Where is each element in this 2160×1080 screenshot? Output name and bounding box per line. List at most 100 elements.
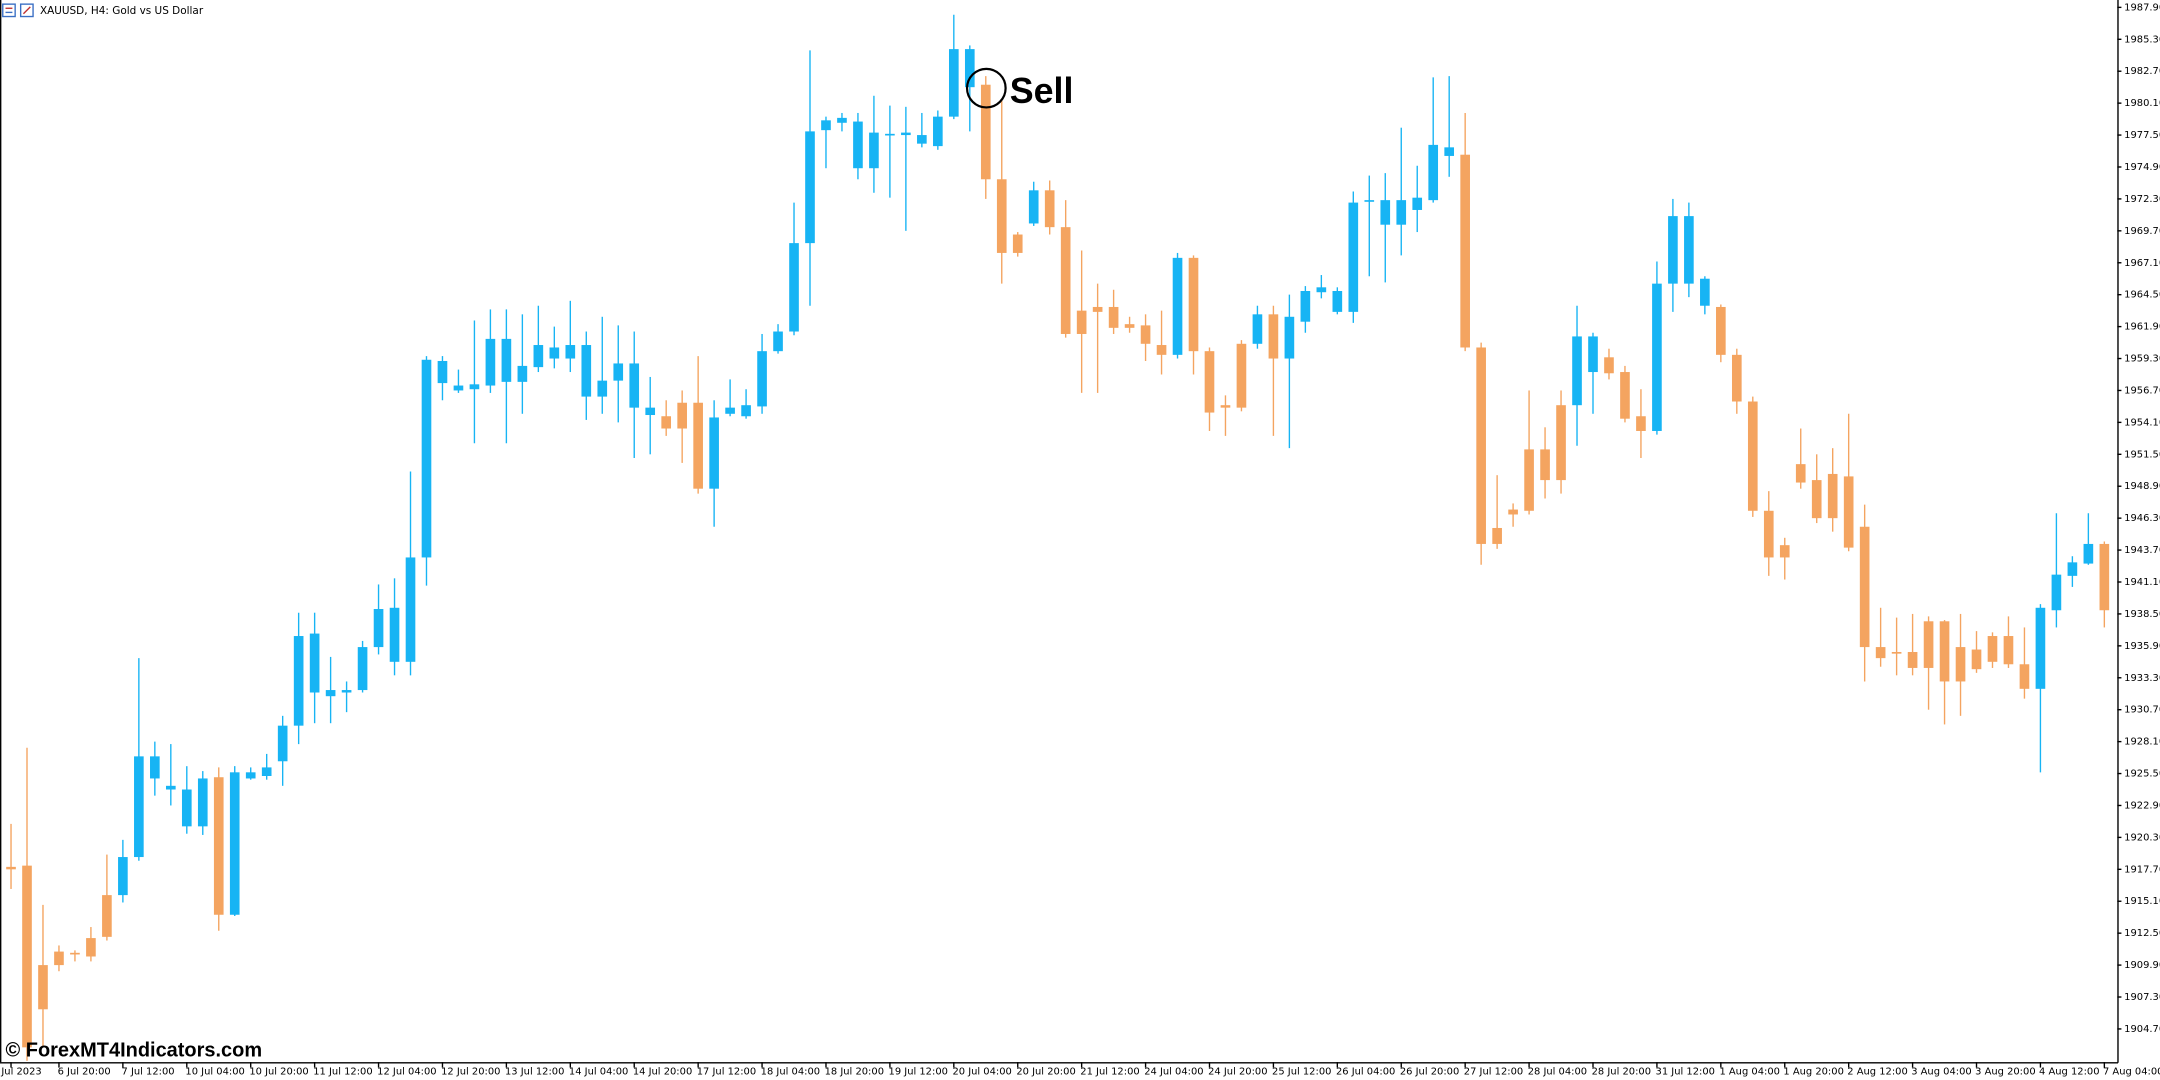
y-tick-label: 1938.50 — [2124, 609, 2160, 620]
candle-body — [1652, 283, 1662, 431]
candle — [1172, 252, 1183, 359]
candle-body — [1588, 336, 1598, 373]
candle — [1140, 314, 1151, 361]
candle-body — [1700, 278, 1710, 306]
watermark: © ForexMT4Indicators.com — [6, 1039, 263, 1061]
candle-body — [501, 338, 512, 382]
candle-body — [2067, 562, 2078, 576]
y-tick-label: 1987.90 — [2124, 2, 2160, 13]
candle — [118, 839, 128, 903]
candle-body — [1540, 449, 1550, 481]
candle-body — [1939, 621, 1950, 682]
candle-body — [102, 895, 112, 937]
candle — [2051, 513, 2062, 628]
candle-body — [2019, 664, 2030, 689]
candle-body — [1460, 154, 1470, 348]
candle-body — [901, 132, 911, 136]
candle — [885, 105, 895, 198]
candle-body — [245, 772, 256, 779]
y-tick-label: 1943.70 — [2124, 545, 2160, 556]
candle-body — [1955, 647, 1966, 682]
candle — [1028, 181, 1039, 226]
candle-body — [118, 857, 128, 896]
x-tick-label: 7 Jul 12:00 — [121, 1067, 174, 1078]
candle-body — [341, 690, 352, 693]
candles — [6, 14, 2110, 1061]
candle-body — [1332, 291, 1343, 312]
x-tick-label: 31 Jul 12:00 — [1656, 1067, 1715, 1078]
candle-body — [1492, 527, 1502, 544]
candle-body — [1763, 510, 1774, 558]
candle-body — [1428, 144, 1439, 201]
candle — [469, 320, 480, 444]
candle-body — [38, 965, 48, 1010]
candle-body — [869, 132, 879, 169]
candle-body — [805, 131, 815, 244]
y-tick-label: 1977.50 — [2124, 130, 2160, 141]
x-tick-label: 1 Aug 20:00 — [1783, 1067, 1844, 1078]
candle-body — [1891, 651, 1902, 654]
y-tick-label: 1951.50 — [2124, 449, 2160, 460]
candle-body — [1604, 357, 1614, 374]
candle — [1108, 289, 1119, 334]
candle-body — [1348, 202, 1359, 312]
candle — [1843, 413, 1854, 552]
candle — [1316, 275, 1327, 299]
candle — [1492, 475, 1502, 549]
y-tick-label: 1935.90 — [2124, 641, 2160, 652]
candle — [1268, 305, 1279, 436]
candle — [165, 744, 176, 806]
y-tick-label: 1961.90 — [2124, 322, 2160, 333]
candle-body — [1572, 336, 1582, 406]
candle-body — [1508, 509, 1518, 515]
candle-body — [2003, 636, 2014, 665]
candle — [325, 656, 336, 724]
candle-body — [693, 402, 703, 489]
candle — [1444, 76, 1455, 177]
x-tick-label: 7 Aug 04:00 — [2103, 1067, 2160, 1078]
candle — [54, 945, 64, 972]
candle — [453, 369, 464, 393]
x-tick-label: Jul 2023 — [0, 1067, 41, 1078]
y-tick-label: 1969.70 — [2124, 226, 2160, 237]
candle — [485, 309, 496, 393]
candle-body — [1380, 200, 1391, 225]
candle — [964, 45, 975, 132]
candle — [213, 767, 224, 931]
candle-body — [933, 116, 943, 147]
candle — [533, 305, 544, 373]
candle-body — [1556, 405, 1566, 481]
candle — [549, 326, 560, 369]
candle — [1076, 250, 1087, 393]
x-tick-label: 14 Jul 04:00 — [569, 1067, 628, 1078]
chart-icon-line — [22, 6, 31, 15]
candle — [980, 76, 991, 199]
candle-body — [2035, 607, 2046, 689]
y-tick-label: 1959.30 — [2124, 354, 2160, 365]
candle-body — [2051, 574, 2062, 611]
candle-body — [709, 417, 719, 489]
candle-body — [181, 789, 192, 827]
candle-body — [1156, 345, 1167, 355]
candle — [645, 376, 656, 455]
candle — [821, 116, 831, 169]
candle — [1716, 304, 1726, 363]
y-tick-label: 1964.50 — [2124, 290, 2160, 301]
candle — [437, 356, 448, 401]
candle-body — [1412, 197, 1423, 210]
candle — [1620, 365, 1630, 423]
y-tick-label: 1922.90 — [2124, 800, 2160, 811]
candle — [1987, 632, 1998, 668]
x-tick-label: 21 Jul 12:00 — [1080, 1067, 1139, 1078]
candle — [996, 99, 1007, 284]
candle-body — [421, 359, 432, 558]
candle — [1060, 200, 1071, 338]
x-tick-label: 28 Jul 04:00 — [1528, 1067, 1587, 1078]
candle — [661, 400, 672, 436]
candle-body — [357, 647, 368, 691]
candle — [1875, 607, 1886, 667]
candle-body — [485, 338, 496, 386]
candle-body — [917, 135, 927, 144]
candle — [261, 753, 272, 780]
candle — [1604, 348, 1614, 380]
